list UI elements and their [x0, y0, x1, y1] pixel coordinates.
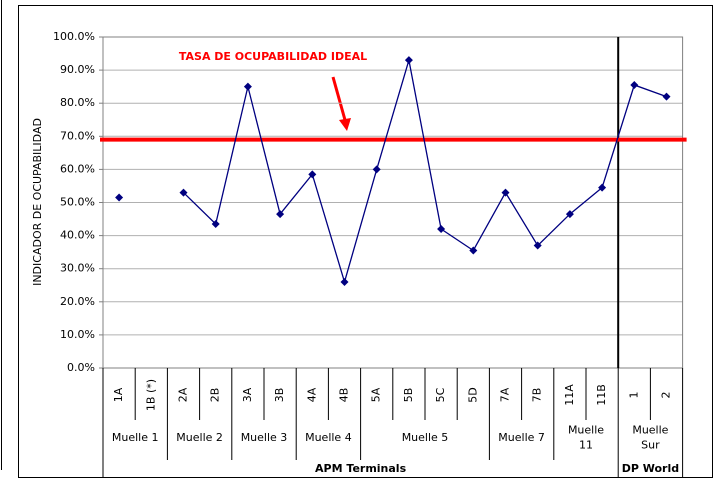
group-label: Muelle Sur — [632, 424, 668, 452]
group-label: Muelle 5 — [402, 431, 449, 444]
group-label-line: Muelle 1 — [112, 431, 159, 444]
data-point — [598, 183, 607, 192]
x-tick-label: 7B — [531, 388, 544, 403]
group-label-line: Muelle 5 — [402, 431, 449, 444]
data-point — [179, 188, 188, 197]
group-label: Muelle 7 — [498, 431, 545, 444]
x-tick-label: 5B — [402, 388, 415, 403]
data-point — [662, 92, 671, 101]
data-point — [276, 210, 285, 219]
y-tick-label: 60.0% — [60, 162, 95, 175]
data-point — [533, 241, 542, 250]
y-tick-label: 90.0% — [60, 63, 95, 76]
group-label-line: 11 — [579, 439, 593, 452]
group-label-line: Muelle 4 — [305, 431, 352, 444]
x-tick-label: 4A — [305, 387, 318, 402]
group-label: Muelle 2 — [176, 431, 223, 444]
group-label: Muelle 11 — [568, 424, 604, 452]
y-tick-label: 40.0% — [60, 229, 95, 242]
data-point — [437, 224, 446, 233]
group-label-line: Sur — [641, 439, 660, 452]
x-tick-label: 1B (*) — [144, 379, 157, 411]
data-point — [469, 246, 478, 255]
x-tick-label: 7A — [499, 387, 512, 402]
group-label: Muelle 1 — [112, 431, 159, 444]
annotation: TASA DE OCUPABILIDAD IDEAL — [179, 50, 367, 63]
data-point — [243, 82, 252, 91]
y-tick-label: 10.0% — [60, 328, 95, 341]
group-label-line: Muelle — [632, 424, 668, 437]
x-tick-label: 5C — [434, 387, 447, 402]
group-label: Muelle 4 — [305, 431, 352, 444]
x-tick-label: 11A — [563, 384, 576, 406]
y-tick-label: 70.0% — [60, 129, 95, 142]
y-tick-label: 100.0% — [53, 30, 95, 43]
data-point — [308, 170, 317, 179]
x-tick-label: 2A — [177, 387, 190, 402]
x-tick-label: 1 — [627, 392, 640, 399]
y-tick-label: 20.0% — [60, 295, 95, 308]
y-tick-label: 30.0% — [60, 262, 95, 275]
data-point — [565, 210, 574, 219]
x-tick-label: 11B — [595, 384, 608, 406]
x-tick-label: 1A — [112, 387, 125, 402]
x-tick-label: 2 — [660, 392, 673, 399]
data-point — [211, 220, 220, 229]
y-tick-label: 80.0% — [60, 96, 95, 109]
x-tick-label: 3B — [273, 388, 286, 403]
group-label: Muelle 3 — [241, 431, 288, 444]
data-point — [340, 277, 349, 286]
group-label-line: Muelle 3 — [241, 431, 288, 444]
terminal-label: DP World — [622, 462, 679, 475]
data-point — [404, 56, 413, 65]
x-tick-label: 5D — [466, 387, 479, 402]
data-point — [501, 188, 510, 197]
x-tick-label: 3A — [241, 387, 254, 402]
chart-frame — [18, 5, 713, 478]
y-tick-label: 0.0% — [67, 361, 95, 374]
x-tick-label: 5A — [370, 387, 383, 402]
y-axis-label: INDICADOR DE OCUPABILIDAD — [31, 118, 44, 286]
data-line — [183, 59, 667, 285]
group-label-line: Muelle 2 — [176, 431, 223, 444]
group-label-line: Muelle — [568, 424, 604, 437]
group-label-line: Muelle 7 — [498, 431, 545, 444]
x-tick-label: 2B — [209, 388, 222, 403]
annotation-arrow — [331, 76, 347, 121]
x-tick-label: 4B — [338, 388, 351, 403]
data-point — [372, 165, 381, 174]
terminal-label: APM Terminals — [315, 462, 407, 475]
annotation-arrowhead — [339, 118, 351, 131]
data-point — [630, 80, 639, 89]
data-point — [115, 193, 124, 202]
y-tick-label: 50.0% — [60, 196, 95, 209]
